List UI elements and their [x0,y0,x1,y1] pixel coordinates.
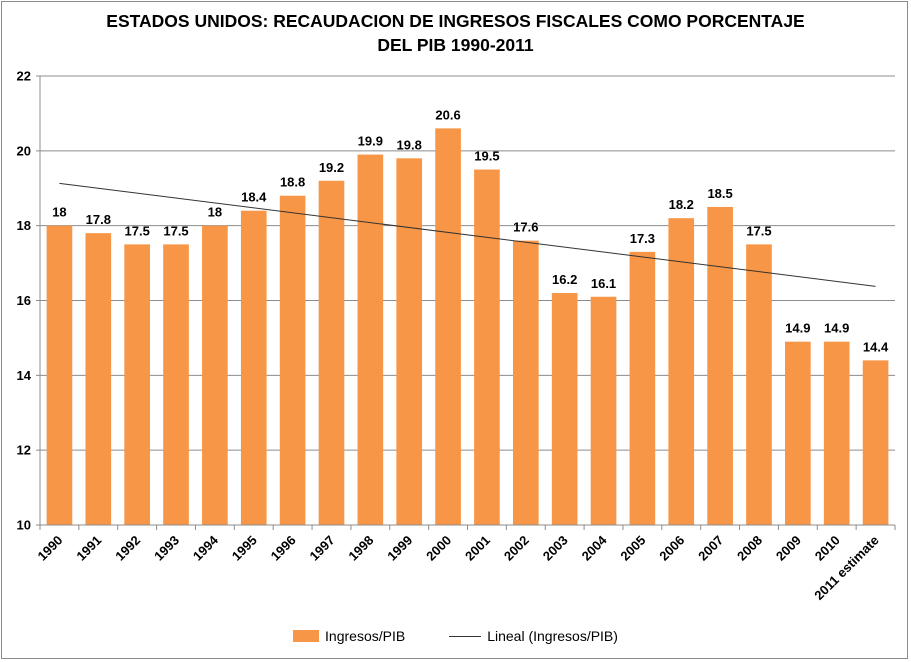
legend-label-bars: Ingresos/PIB [325,628,406,644]
x-tick-label: 2004 [579,532,611,564]
data-label: 17.5 [746,223,771,238]
data-label: 18 [52,205,66,220]
data-label: 18.8 [280,175,305,190]
x-tick-label: 2007 [695,533,726,564]
y-tick-label: 22 [17,69,31,84]
bar [823,341,850,525]
legend-swatch-trendline [449,635,482,637]
bar [124,244,150,525]
x-tick-label: 2001 [462,533,493,564]
x-tick-label: 1998 [345,533,376,564]
data-label: 16.2 [552,272,577,287]
x-tick-label: 2010 [812,533,843,564]
y-tick-label: 20 [17,143,31,158]
data-label: 20.6 [435,107,460,122]
data-label: 17.5 [125,223,150,238]
y-tick-label: 10 [17,518,31,533]
x-tick-label: 2008 [734,533,765,564]
bars [46,128,889,526]
bar [551,293,578,525]
data-label: 17.6 [513,220,538,235]
bar [435,128,461,525]
x-tick-label: 1992 [112,533,143,564]
data-label: 19.2 [319,160,344,175]
x-tick-label: 2002 [501,533,532,564]
bar [668,218,695,525]
x-tick-label: 2009 [773,533,804,564]
legend-swatch-bars [293,630,320,642]
data-label: 18.4 [241,190,267,205]
bar [862,360,889,525]
legend: Ingresos/PIB Lineal (Ingresos/PIB) [0,628,911,644]
x-tick-label: 1999 [384,533,415,564]
y-tick-label: 18 [17,218,31,233]
bar [46,225,73,525]
x-tick-label: 1996 [268,533,299,564]
bar [318,180,345,525]
data-label: 18.2 [669,197,694,212]
y-tick-label: 16 [17,293,31,308]
data-label: 14.9 [785,321,810,336]
legend-label-trendline: Lineal (Ingresos/PIB) [487,628,618,644]
x-tick-label: 1995 [229,533,260,564]
trendline-path [59,182,876,287]
bar [85,233,112,525]
chart-title-line-1: ESTADOS UNIDOS: RECAUDACION DE INGRESOS … [106,11,805,31]
x-tick-label: 1990 [34,533,65,564]
bar [163,244,189,525]
chart-title: ESTADOS UNIDOS: RECAUDACION DE INGRESOS … [0,9,911,57]
data-labels: 18 17.8 17.5 17.5 18 18.4 18.8 19.2 19.9 19.8 20.6… [52,107,889,354]
chart-title-line-2: DEL PIB 1990-2011 [377,35,534,55]
data-label: 14.4 [863,339,889,354]
x-tick-label: 2005 [617,533,648,564]
data-label: 17.8 [86,212,111,227]
data-label: 16.1 [591,276,616,291]
x-tick-label: 1993 [151,533,182,564]
bar [240,210,267,525]
bar [746,244,772,525]
bar [629,251,656,525]
bar [707,206,733,526]
bar [474,169,500,525]
data-label: 17.5 [163,223,188,238]
bar [512,240,539,525]
legend-item-bars: Ingresos/PIB [293,628,405,644]
bar [202,225,228,525]
data-label: 14.9 [824,321,849,336]
bar [357,154,384,525]
data-label: 18 [208,205,222,220]
x-tick-label: 1991 [73,533,104,564]
bar [396,158,423,526]
data-label: 18.5 [707,186,732,201]
data-label: 17.3 [630,231,655,246]
bar [279,195,306,525]
bar [785,341,811,525]
legend-item-trendline: Lineal (Ingresos/PIB) [449,628,618,644]
x-tick-label: 2006 [656,533,687,564]
trendline [59,182,876,287]
x-tick-label: 1994 [190,532,222,564]
data-label: 19.5 [474,149,499,164]
y-tick-label: 14 [17,368,32,383]
x-tick-label: 1997 [307,533,338,564]
y-tick-label: 12 [17,443,31,458]
data-label: 19.8 [397,137,422,152]
x-tick-label: 2003 [540,533,571,564]
x-tick-label: 2000 [423,533,454,564]
bar [590,296,617,525]
data-label: 19.9 [358,134,383,149]
